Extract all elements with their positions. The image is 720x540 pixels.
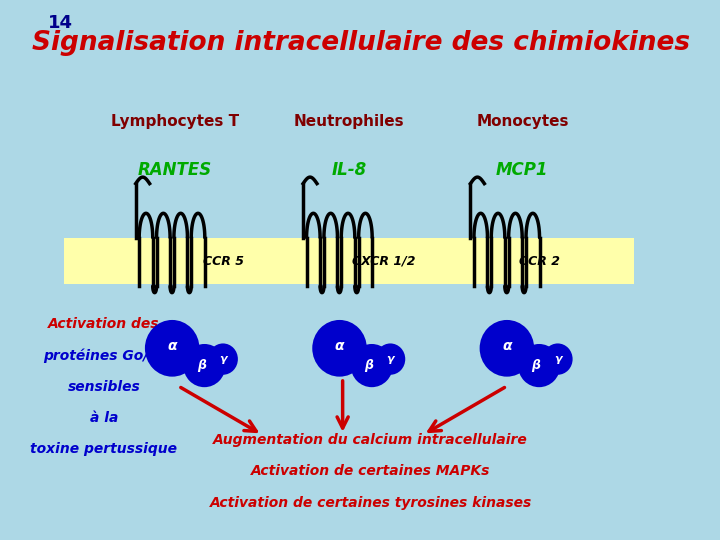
Ellipse shape [376, 343, 405, 375]
Text: à la: à la [90, 411, 118, 425]
Text: Augmentation du calcium intracellulaire: Augmentation du calcium intracellulaire [213, 433, 528, 447]
Text: Activation des: Activation des [48, 317, 160, 331]
Text: protéines Go/Gi: protéines Go/Gi [43, 348, 165, 362]
Text: sensibles: sensibles [68, 380, 140, 394]
Text: α: α [502, 339, 512, 353]
Text: β: β [531, 359, 541, 372]
Ellipse shape [480, 320, 534, 377]
Ellipse shape [518, 344, 560, 387]
Ellipse shape [184, 344, 225, 387]
Text: RANTES: RANTES [138, 161, 212, 179]
Text: CXCR 1/2: CXCR 1/2 [352, 255, 415, 268]
Ellipse shape [145, 320, 199, 377]
Ellipse shape [351, 344, 393, 387]
Text: β: β [197, 359, 206, 372]
Text: γ: γ [387, 354, 394, 364]
Text: IL-8: IL-8 [331, 161, 366, 179]
Text: β: β [364, 359, 373, 372]
Text: γ: γ [219, 354, 227, 364]
Text: γ: γ [554, 354, 562, 364]
Text: Monocytes: Monocytes [476, 114, 569, 129]
Text: CCR 5: CCR 5 [203, 255, 244, 268]
Text: Activation de certaines MAPKs: Activation de certaines MAPKs [251, 464, 490, 478]
Text: 14: 14 [48, 14, 73, 31]
Ellipse shape [208, 343, 238, 375]
Ellipse shape [543, 343, 572, 375]
Text: toxine pertussique: toxine pertussique [30, 442, 178, 456]
Text: Lymphocytes T: Lymphocytes T [111, 114, 239, 129]
Text: Neutrophiles: Neutrophiles [294, 114, 404, 129]
Text: α: α [168, 339, 177, 353]
Text: CCR 2: CCR 2 [519, 255, 560, 268]
FancyBboxPatch shape [63, 238, 634, 284]
Text: α: α [335, 339, 344, 353]
Text: Activation de certaines tyrosines kinases: Activation de certaines tyrosines kinase… [210, 496, 531, 510]
Ellipse shape [312, 320, 366, 377]
Text: MCP1: MCP1 [496, 161, 549, 179]
Text: Signalisation intracellulaire des chimiokines: Signalisation intracellulaire des chimio… [32, 30, 690, 56]
